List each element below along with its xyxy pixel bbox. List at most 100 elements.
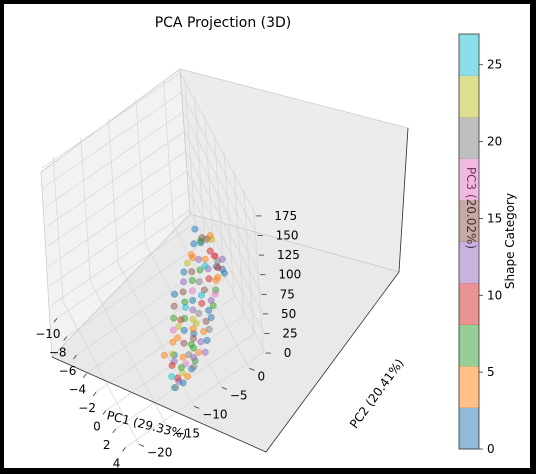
scatter-point	[182, 360, 190, 368]
x-tick-label: 2	[103, 438, 111, 452]
colorbar-tick-label: 20	[487, 135, 502, 149]
scatter-point	[188, 268, 196, 276]
scatter-point	[195, 256, 203, 263]
colorbar-segment	[459, 117, 479, 159]
scatter-point	[171, 290, 178, 298]
colorbar-tick-label: 25	[487, 58, 502, 72]
y-grid-line	[107, 118, 119, 264]
y-grid-line	[135, 99, 147, 245]
scatter-point	[183, 259, 191, 267]
x-tick-mark	[92, 391, 97, 397]
scatter-point	[180, 278, 188, 286]
y-grid-line	[90, 282, 167, 426]
y-axis-line	[265, 271, 400, 453]
y-tick-mark	[138, 444, 145, 447]
scatter-point	[182, 303, 189, 311]
x-grid-line	[95, 296, 235, 393]
colorbar-segment	[459, 407, 479, 450]
scatter-point	[214, 264, 222, 272]
scatter-point	[189, 325, 197, 333]
colorbar-tick-label: 15	[487, 211, 502, 225]
y-tick-mark	[221, 387, 227, 390]
colorbar-frame	[458, 33, 480, 450]
y-tick-label: −5	[230, 388, 248, 402]
x-grid-line	[76, 259, 215, 356]
y-grid-line	[52, 156, 64, 302]
scatter-point	[168, 373, 176, 381]
scatter-point	[189, 315, 197, 323]
y-tick-mark	[249, 368, 255, 371]
scatter-point	[190, 363, 198, 371]
y-tick-mark	[166, 425, 172, 428]
z-grid-line	[47, 151, 186, 247]
scatter-point	[168, 361, 176, 369]
colorbar-label: Shape Category	[503, 193, 517, 289]
scatter-point	[170, 302, 178, 310]
x-tick-label: 0	[93, 419, 101, 433]
colorbar-segment	[459, 200, 479, 242]
z-tick-label: 75	[280, 287, 295, 301]
y-tick-label: −15	[175, 426, 200, 440]
scatter-point	[180, 339, 188, 347]
colorbar-tick-label: 10	[487, 288, 502, 302]
scatter-point	[190, 354, 198, 361]
scatter-point	[175, 322, 183, 330]
scatter-point	[206, 247, 214, 255]
y-axis-label: PC2 (20.41%)	[347, 356, 407, 431]
y-grid-line	[62, 301, 140, 445]
y-ticks: −20−15−10−5 0	[138, 368, 265, 459]
scatter-point	[187, 251, 195, 259]
scatter-point	[191, 225, 199, 233]
z-grid-line	[189, 209, 267, 354]
y-tick-label: −10	[202, 407, 227, 421]
scatter-point	[198, 291, 205, 299]
z-grid-line	[184, 131, 261, 275]
scatter-point	[196, 266, 204, 274]
figure-canvas: PCA Projection (3D) −10 −8 −6 −4 −2 0 2 4 −20 −1…	[4, 4, 530, 470]
y-tick-label: 0	[257, 369, 265, 383]
x-axis-label: PC1 (29.33%)	[105, 408, 188, 441]
z-tick-label: 125	[277, 248, 300, 262]
z-grid-line	[188, 190, 265, 334]
colorbar-tick-label: 0	[487, 442, 495, 456]
x-tick-label: −10	[35, 327, 60, 341]
scatter-point	[211, 290, 219, 298]
scatter-point	[179, 288, 187, 296]
x-grid-line	[66, 241, 205, 337]
colorbar-segment	[459, 34, 479, 76]
z-grid-line	[46, 131, 185, 227]
scatter-point	[201, 348, 209, 356]
z-grid-line	[185, 151, 262, 295]
z-grid-line	[42, 72, 181, 169]
z-tick-label: 100	[278, 268, 301, 282]
scatter-point	[169, 350, 176, 358]
x-grid-line	[56, 222, 196, 319]
scatter-point	[205, 306, 213, 314]
y-grid-line	[80, 137, 91, 283]
scatter-point	[198, 299, 206, 307]
z-grid-line	[179, 72, 257, 217]
scatter-point	[190, 344, 197, 352]
scatter-point	[221, 269, 228, 277]
scatter-point	[205, 275, 213, 283]
grid-lines	[42, 72, 267, 448]
scatter-point	[181, 314, 189, 322]
scatter-point	[174, 334, 182, 342]
colorbar-segment	[459, 366, 479, 408]
scatter-point	[202, 317, 210, 325]
scatter-point	[212, 276, 220, 284]
z-tick-label: 25	[282, 326, 297, 340]
scatter-point	[189, 306, 197, 314]
z-grid-line	[48, 170, 188, 267]
x-tick-mark	[112, 428, 117, 434]
y-tick-mark	[194, 406, 200, 409]
scatter-point	[209, 302, 217, 310]
z-grid-line	[43, 92, 182, 188]
z-tick-label: 0	[284, 346, 292, 360]
z-tick-label: 150	[276, 229, 299, 243]
x-tick-label: −8	[49, 346, 67, 360]
scatter-point	[202, 235, 210, 243]
y-tick-label: −20	[147, 445, 172, 459]
x-tick-mark	[102, 410, 107, 415]
